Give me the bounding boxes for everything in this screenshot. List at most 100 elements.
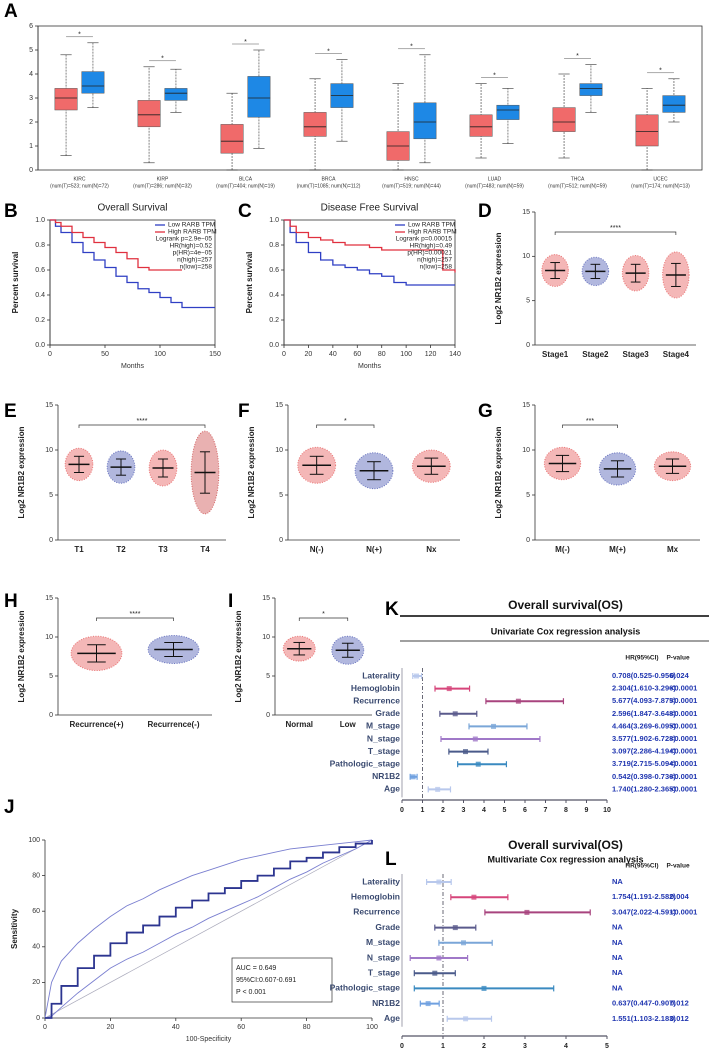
significance-bracket [298,617,349,621]
p-label: <0.0001 [670,759,697,768]
p-label: <0.0001 [670,907,697,916]
y-tick-label: 0 [526,342,530,349]
x-tick-label: T4 [200,545,210,554]
row-label: Grade [375,708,400,718]
y-tick-label: 40 [32,944,40,951]
x-tick-label: 120 [425,351,437,358]
hr-point [436,879,442,885]
box [413,102,437,140]
y-tick-label: 0.2 [269,317,279,324]
row-label: N_stage [367,952,400,962]
hr-point [471,894,477,900]
y-tick-label: 0 [49,537,53,544]
hr-label: 3.097(2.286-4.194) [612,747,676,756]
hr-point [475,761,481,767]
significance: *** [586,418,594,425]
hr-label: NA [612,938,623,947]
x-tick-label: 100 [154,351,166,358]
y-tick-label: 5 [29,47,33,54]
annotation: Logrank p=2.9e−05 [156,236,213,243]
y-tick-label: 0 [526,537,530,544]
x-tick-label: 40 [329,351,337,358]
p-label: <0.0001 [670,784,697,793]
y-tick-label: 0.8 [35,242,45,249]
annotation: n(high)=257 [417,257,452,264]
x-tick-label: 50 [101,351,109,358]
panel-label: B [4,201,18,222]
x-tick-label: BRCA [322,176,337,182]
annotation: Logrank p=0.00015 [396,236,453,243]
reference-diagonal [44,839,373,1019]
hr-label: NA [612,968,623,977]
panel-label: C [238,201,252,222]
y-tick-label: 0 [36,1015,40,1022]
chart-title: Disease Free Survival [321,203,419,214]
significance-bracket [554,231,677,235]
y-tick-label: 5 [266,673,270,680]
y-tick-label: 0 [29,167,33,174]
chart-subtitle: Multivariate Cox regression analysis [487,854,643,864]
significance-bracket [316,424,375,428]
hr-point [452,711,458,717]
x-tick-label: 100 [400,351,412,358]
hr-label: 2.304(1.610-3.296) [612,684,676,693]
box [54,88,78,111]
x-axis-label: 100-Specificity [186,1036,232,1043]
significance: * [410,44,413,51]
x-tick-sublabel: (num(T)=1085; num(N)=112) [297,183,361,189]
y-tick-label: 15 [522,402,530,409]
x-tick-label: BLCA [239,176,253,182]
x-tick-label: 3 [462,807,466,814]
hr-label: 2.596(1.847-3.648) [612,709,676,718]
p-label: <0.0001 [670,721,697,730]
x-tick-label: Stage2 [582,350,609,359]
panel-label: H [4,591,18,612]
row-label: Laterality [362,876,400,886]
row-label: T_stage [368,967,400,977]
significance: * [78,32,81,39]
y-tick-label: 1 [29,143,33,150]
x-tick-sublabel: (num(T)=286; num(N)=32) [133,183,192,189]
x-tick-label: 0 [400,1043,404,1050]
box [247,76,271,118]
y-tick-label: 0.2 [35,317,45,324]
x-tick-label: 80 [303,1024,311,1031]
y-tick-label: 0.6 [269,267,279,274]
x-tick-label: 80 [378,351,386,358]
chart-title: Overall survival(OS) [508,598,623,612]
box [579,83,603,96]
x-tick-label: 9 [585,807,589,814]
x-tick-label: Recurrence(+) [69,720,123,729]
y-tick-label: 2 [29,119,33,126]
p-label: 0.012 [670,1014,689,1023]
p-label: <0.0001 [670,696,697,705]
y-tick-label: 100 [28,837,40,844]
row-label: M_stage [366,721,400,731]
box [496,104,520,120]
hr-label: NA [612,877,623,886]
row-label: M_stage [366,937,400,947]
hr-point [491,723,497,729]
x-tick-label: T2 [116,545,126,554]
significance-bracket [562,424,618,428]
p-label: 0.024 [670,671,690,680]
x-tick-label: 8 [564,807,568,814]
box [303,112,327,137]
x-tick-label: Low [340,720,357,729]
p-label: 0.012 [670,999,689,1008]
y-axis-label: Sensitivity [10,908,19,949]
y-tick-label: 1.0 [35,217,45,224]
significance: * [244,39,247,46]
hr-point [524,909,530,915]
annotation: p(HR)=0.00021 [407,250,452,257]
y-tick-label: 10 [45,634,53,641]
y-tick-label: 5 [526,492,530,499]
significance-bracket [78,424,206,428]
hr-label: 1.551(1.103-2.183) [612,1014,676,1023]
significance: * [322,611,325,618]
x-tick-label: KIRC [74,176,86,182]
legend-label: High RARB TPM [168,229,217,236]
y-tick-label: 20 [32,979,40,986]
y-tick-label: 15 [262,595,270,602]
